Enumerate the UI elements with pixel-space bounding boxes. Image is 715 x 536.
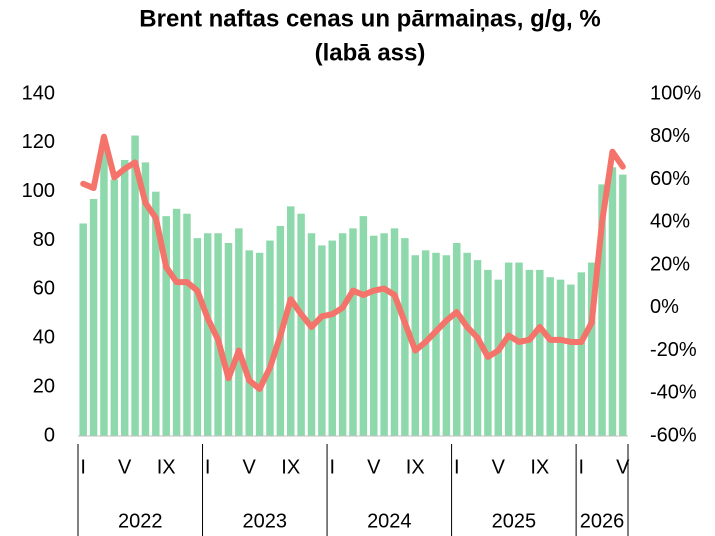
chart-title: Brent naftas cenas un pārmaiņas, g/g, % bbox=[139, 5, 600, 32]
y-tick-label: 100 bbox=[22, 180, 55, 202]
y2-tick-label: -20% bbox=[650, 339, 697, 361]
bar bbox=[79, 223, 87, 436]
bar bbox=[380, 233, 388, 436]
group-label: 2025 bbox=[492, 510, 537, 532]
y-tick-label: 40 bbox=[33, 327, 55, 349]
x-tick-label: I bbox=[80, 456, 86, 478]
bar bbox=[567, 284, 575, 436]
y2-tick-label: 20% bbox=[650, 253, 690, 275]
y-tick-label: 80 bbox=[33, 229, 55, 251]
y2-tick-label: -60% bbox=[650, 424, 697, 446]
bar bbox=[297, 213, 305, 436]
bar bbox=[432, 252, 440, 436]
x-tick-label: I bbox=[205, 456, 211, 478]
bar bbox=[463, 252, 471, 436]
bar bbox=[619, 174, 627, 436]
bar bbox=[183, 213, 191, 436]
bar bbox=[598, 184, 606, 436]
bar bbox=[359, 216, 368, 436]
bar bbox=[318, 245, 326, 436]
bar bbox=[587, 262, 596, 436]
bar bbox=[235, 228, 243, 436]
bar bbox=[141, 162, 150, 436]
bar bbox=[494, 279, 503, 436]
y2-tick-label: 40% bbox=[650, 211, 690, 233]
bar bbox=[162, 216, 170, 436]
bar bbox=[172, 208, 181, 436]
x-tick-label: V bbox=[492, 456, 506, 478]
y2-tick-label: 0% bbox=[650, 296, 679, 318]
bar bbox=[401, 238, 409, 436]
group-label: 2026 bbox=[580, 510, 625, 532]
bar bbox=[89, 199, 98, 436]
x-tick-label: V bbox=[367, 456, 381, 478]
group-label: 2022 bbox=[118, 510, 163, 532]
bar bbox=[131, 135, 139, 436]
x-tick-label: I bbox=[454, 456, 460, 478]
bar bbox=[338, 233, 347, 436]
bar bbox=[536, 269, 544, 436]
x-tick-label: V bbox=[243, 456, 257, 478]
line bbox=[80, 133, 626, 392]
y-tick-label: 120 bbox=[22, 131, 55, 153]
x-tick-label: IX bbox=[281, 456, 300, 478]
x-tick-label: I bbox=[579, 456, 585, 478]
bar bbox=[100, 150, 108, 436]
bar bbox=[255, 252, 264, 436]
bar bbox=[287, 206, 295, 436]
bar bbox=[525, 269, 534, 436]
x-tick-label: V bbox=[616, 456, 630, 478]
x-tick-label: IX bbox=[157, 456, 176, 478]
x-tick-label: IX bbox=[406, 456, 425, 478]
x-tick-label: V bbox=[118, 456, 132, 478]
bar bbox=[390, 228, 399, 436]
bar bbox=[515, 262, 523, 436]
bar bbox=[224, 243, 233, 436]
bar bbox=[203, 233, 212, 436]
y2-tick-label: 80% bbox=[650, 125, 690, 147]
bar bbox=[110, 179, 119, 436]
chart-subtitle: (labā ass) bbox=[315, 39, 426, 66]
bar bbox=[349, 228, 357, 436]
y2-tick-label: 60% bbox=[650, 168, 690, 190]
y2-tick-label: -40% bbox=[650, 382, 697, 404]
bar bbox=[307, 233, 316, 436]
y2-tick-label: 100% bbox=[650, 82, 701, 104]
group-label: 2024 bbox=[367, 510, 412, 532]
bar bbox=[556, 279, 565, 436]
bar bbox=[546, 277, 554, 436]
bar bbox=[442, 255, 451, 436]
x-tick-label: I bbox=[329, 456, 335, 478]
bar bbox=[370, 235, 378, 436]
bar bbox=[120, 159, 129, 436]
bar bbox=[245, 250, 253, 436]
group-label: 2023 bbox=[243, 510, 288, 532]
bar bbox=[504, 262, 513, 436]
bar bbox=[193, 238, 202, 436]
bar bbox=[328, 240, 336, 436]
bar bbox=[577, 272, 586, 436]
bar bbox=[473, 260, 482, 436]
bar bbox=[266, 240, 274, 436]
bar bbox=[453, 243, 461, 436]
y-tick-label: 140 bbox=[22, 82, 55, 104]
y-tick-label: 20 bbox=[33, 375, 55, 397]
bar bbox=[152, 191, 160, 436]
x-tick-label: IX bbox=[530, 456, 549, 478]
bar bbox=[608, 167, 617, 437]
y-tick-label: 60 bbox=[33, 278, 55, 300]
y-tick-label: 0 bbox=[44, 424, 55, 446]
